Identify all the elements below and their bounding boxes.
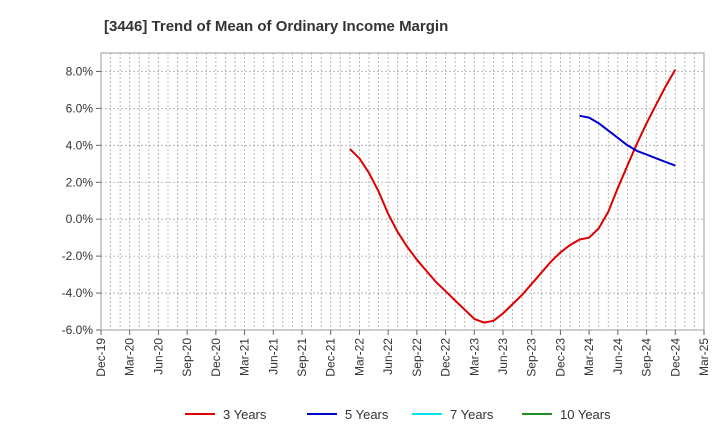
legend-item-10-years: 10 Years: [522, 407, 611, 422]
x-tick-label: Jun-21: [266, 338, 280, 375]
plot-area: [100, 52, 705, 331]
legend-label: 5 Years: [345, 407, 389, 422]
legend-item-7-years: 7 Years: [412, 407, 494, 422]
x-tick-label: Mar-22: [352, 338, 366, 376]
x-tick-label: Jun-24: [611, 338, 625, 375]
x-tick-label: Sep-22: [410, 338, 424, 377]
y-tick-label: 6.0%: [66, 101, 94, 115]
legend: 3 Years 5 Years 7 Years 10 Years: [185, 407, 611, 422]
legend-label: 7 Years: [450, 407, 494, 422]
x-tick-label: Dec-19: [94, 338, 108, 377]
legend-item-3-years: 3 Years: [185, 407, 267, 422]
x-tick-label: Sep-21: [295, 338, 309, 377]
grid: [101, 53, 704, 331]
y-axis: 8.0% 6.0% 4.0% 2.0% 0.0% -2.0% -4.0% -6.0%: [62, 64, 101, 337]
x-axis: Dec-19 Mar-20 Jun-20 Sep-20 Dec-20 Mar-21 Jun-…: [94, 330, 711, 377]
y-tick-label: 0.0%: [66, 212, 94, 226]
y-tick-label: -6.0%: [62, 323, 94, 337]
x-tick-label: Jun-23: [496, 338, 510, 375]
x-tick-label: Jun-20: [151, 338, 165, 375]
x-tick-label: Dec-20: [209, 338, 223, 377]
y-tick-label: 8.0%: [66, 64, 94, 78]
y-tick-label: -2.0%: [62, 249, 94, 263]
series-line-5-years: [579, 114, 676, 167]
x-tick-label: Jun-22: [381, 338, 395, 375]
x-tick-label: Dec-23: [553, 338, 567, 377]
x-tick-label: Dec-22: [439, 338, 453, 377]
chart-title: [3446] Trend of Mean of Ordinary Income …: [104, 18, 448, 35]
y-tick-label: -4.0%: [62, 286, 94, 300]
legend-label: 10 Years: [560, 407, 611, 422]
x-tick-label: Sep-20: [180, 338, 194, 377]
x-tick-label: Mar-24: [582, 338, 596, 376]
legend-item-5-years: 5 Years: [307, 407, 389, 422]
x-tick-label: Mar-20: [123, 338, 137, 376]
x-tick-label: Dec-24: [668, 338, 682, 377]
series-line-3-years: [349, 69, 677, 324]
x-tick-label: Mar-25: [697, 338, 711, 376]
x-tick-label: Mar-21: [238, 338, 252, 376]
y-tick-label: 4.0%: [66, 138, 94, 152]
x-tick-label: Sep-23: [525, 338, 539, 377]
x-tick-label: Mar-23: [467, 338, 481, 376]
y-tick-label: 2.0%: [66, 175, 94, 189]
x-tick-label: Sep-24: [640, 338, 654, 377]
x-tick-label: Dec-21: [324, 338, 338, 377]
legend-label: 3 Years: [223, 407, 267, 422]
series-lines: [349, 69, 677, 324]
